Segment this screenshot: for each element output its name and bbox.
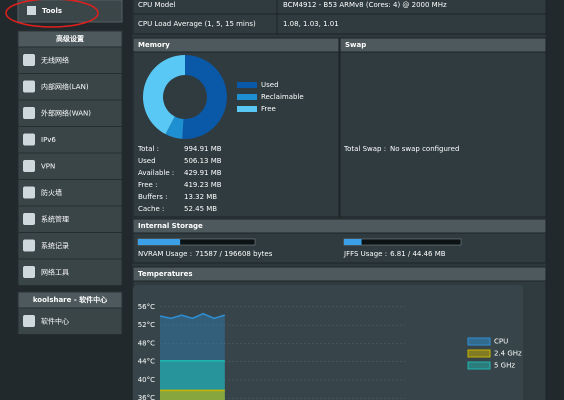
memory-label: Total :: [137, 145, 159, 153]
menu-icon: [23, 54, 35, 66]
info-label: CPU Load Average (1, 5, 15 mins): [138, 20, 256, 28]
usage-label: NVRAM Usage :: [138, 250, 192, 258]
usage-value: 71587 / 196608 bytes: [195, 250, 273, 258]
menu-title: 高级设置: [56, 34, 84, 43]
temperature-line: [159, 312, 226, 320]
swap-body: [339, 51, 547, 218]
info-value: 1.08, 1.03, 1.01: [283, 20, 339, 28]
swap-header: [339, 37, 547, 53]
y-tick-label: 52°C: [138, 321, 155, 329]
menu-item-label: 无线网络: [41, 56, 69, 65]
menu-item[interactable]: [17, 179, 123, 207]
menu-item[interactable]: [17, 126, 123, 154]
menu-item[interactable]: [17, 46, 123, 74]
legend-swatch: [237, 82, 257, 88]
memory-value: 13.32 MB: [184, 193, 217, 201]
usage-value: 6.81 / 44.46 MB: [390, 250, 446, 258]
menu-item-label: 系统记录: [41, 241, 69, 250]
menu-item-label: VPN: [41, 163, 55, 171]
temperatures-header: [132, 266, 547, 282]
legend-label: Used: [261, 81, 279, 89]
menu-item-label: 软件中心: [41, 317, 69, 326]
menu-item-label: 网络工具: [41, 268, 69, 277]
y-tick-label: 56°C: [138, 303, 155, 311]
usage-label: JFFS Usage :: [343, 250, 387, 258]
menu-icon: [23, 160, 35, 172]
legend-label: CPU: [494, 338, 508, 346]
y-tick-label: 36°C: [138, 394, 155, 400]
memory-value: 506.13 MB: [184, 157, 222, 165]
storage-header-title: Internal Storage: [138, 222, 203, 230]
memory-label: Available :: [138, 169, 174, 177]
swap-value: No swap configured: [390, 145, 459, 153]
donut-segment: [182, 55, 227, 139]
menu-icon: [23, 107, 35, 119]
legend-label: Reclaimable: [261, 93, 304, 101]
donut-segment: [165, 116, 184, 139]
menu-icon: [23, 80, 35, 93]
menu-icon: [23, 213, 35, 225]
menu-item-label: IPv6: [41, 136, 56, 144]
memory-header-title: Memory: [138, 41, 170, 49]
tools-icon: [27, 6, 36, 15]
swap-header-title: Swap: [345, 41, 366, 49]
memory-label: Buffers :: [138, 193, 167, 201]
menu-item[interactable]: [17, 152, 123, 180]
menu-title: koolshare - 软件中心: [33, 295, 107, 304]
memory-label: Cache :: [138, 205, 164, 213]
info-row: [132, 13, 547, 35]
temperature-area: [160, 390, 225, 400]
highlight-circle: [5, 0, 99, 28]
menu-item-label: 内部网络(LAN): [41, 82, 89, 91]
menu-icon: [23, 186, 35, 199]
legend-swatch: [467, 337, 491, 346]
menu-icon: [23, 133, 35, 146]
menu-item[interactable]: [17, 205, 123, 233]
legend-swatch: [467, 349, 491, 358]
y-tick-label: 44°C: [138, 358, 155, 366]
menu-item-label: 系统管理: [41, 215, 69, 224]
menu-item[interactable]: [17, 232, 123, 260]
usage-bar-fill: [138, 239, 181, 245]
menu-item-label: 外部网络(WAN): [41, 109, 91, 118]
tools-label: Tools: [42, 7, 62, 15]
memory-value: 419.23 MB: [184, 181, 222, 189]
menu-icon: [23, 315, 35, 327]
memory-label: Free :: [138, 181, 157, 189]
menu-item-label: 防火墙: [41, 188, 62, 197]
info-label: CPU Model: [138, 1, 176, 9]
memory-value: 429.91 MB: [184, 169, 222, 177]
legend-swatch: [237, 94, 257, 100]
menu-icon: [23, 266, 35, 278]
temperatures-header-title: Temperatures: [138, 270, 193, 278]
memory-label: Used: [138, 157, 156, 165]
y-tick-label: 40°C: [138, 376, 155, 384]
storage-body: [132, 232, 547, 264]
donut-segment: [142, 55, 185, 135]
legend-label: 2.4 GHz: [494, 350, 522, 358]
menu-item[interactable]: [17, 73, 123, 101]
y-tick-label: 48°C: [138, 339, 155, 347]
legend-label: Free: [261, 105, 276, 113]
memory-value: 52.45 MB: [184, 205, 217, 213]
menu-item[interactable]: [17, 99, 123, 127]
memory-value: 994.91 MB: [184, 145, 222, 153]
info-value: BCM4912 - B53 ARMv8 (Cores: 4) @ 2000 MH…: [283, 1, 447, 9]
menu-icon: [23, 239, 35, 252]
legend-swatch: [467, 361, 491, 370]
menu-item[interactable]: [17, 307, 123, 335]
swap-label: Total Swap :: [343, 145, 386, 153]
menu-item[interactable]: [17, 258, 123, 286]
chart-box: [133, 285, 523, 400]
usage-bar-fill: [344, 239, 362, 245]
legend-swatch: [237, 106, 257, 112]
legend-label: 5 GHz: [494, 362, 515, 370]
